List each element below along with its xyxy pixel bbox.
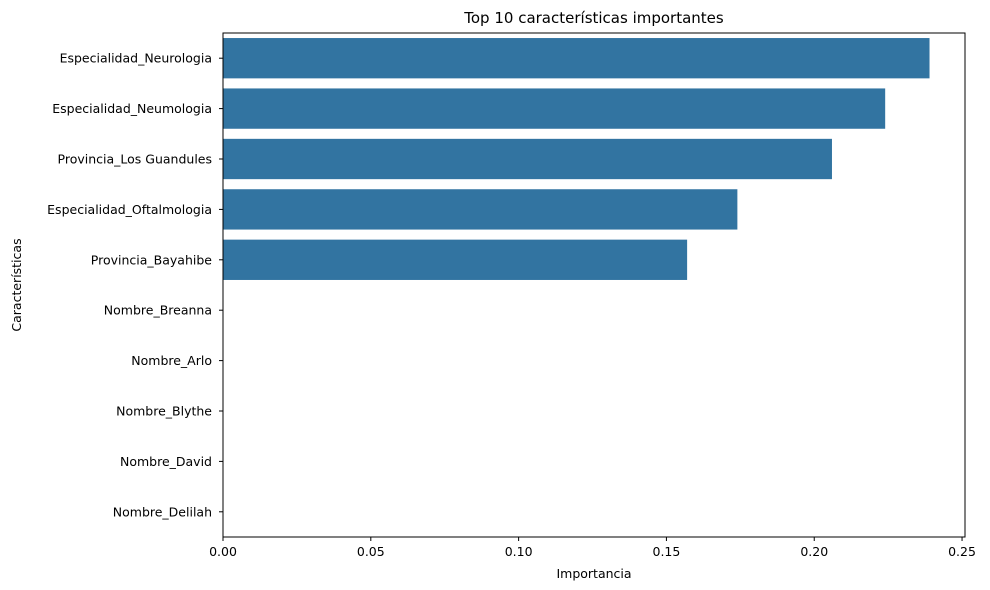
y-tick-label-5: Nombre_Breanna [104, 303, 212, 318]
y-tick-label-4: Provincia_Bayahibe [91, 252, 213, 267]
x-tick-label-5: 0.25 [948, 544, 976, 559]
x-axis-label: Importancia [556, 566, 631, 581]
x-tick-label-1: 0.05 [357, 544, 385, 559]
x-ticks-layer: 0.00 0.05 0.10 0.15 0.20 0.25 [209, 537, 976, 559]
y-tick-label-9: Nombre_Delilah [113, 504, 212, 519]
bar-1 [223, 88, 886, 129]
y-tick-label-3: Especialidad_Oftalmologia [47, 202, 212, 217]
bars-layer [223, 38, 930, 280]
y-tick-label-2: Provincia_Los Guandules [58, 152, 212, 167]
y-axis-label: Características [9, 238, 24, 331]
plot-frame [222, 32, 966, 538]
y-ticks-layer: Especialidad_Neurologia Especialidad_Neum… [47, 51, 223, 519]
y-tick-label-0: Especialidad_Neurologia [60, 51, 212, 66]
y-tick-label-1: Especialidad_Neumologia [52, 101, 212, 116]
bar-0 [223, 38, 930, 79]
y-tick-label-8: Nombre_David [120, 454, 212, 469]
x-tick-label-0: 0.00 [209, 544, 237, 559]
x-tick-label-2: 0.10 [505, 544, 533, 559]
bar-2 [223, 138, 832, 180]
x-tick-label-3: 0.15 [653, 544, 681, 559]
bar-3 [223, 189, 738, 230]
y-tick-label-6: Nombre_Arlo [131, 353, 212, 368]
x-tick-label-4: 0.20 [800, 544, 828, 559]
y-tick-label-7: Nombre_Blythe [116, 404, 212, 419]
chart-title: Top 10 características importantes [463, 9, 724, 27]
bar-4 [223, 239, 688, 280]
